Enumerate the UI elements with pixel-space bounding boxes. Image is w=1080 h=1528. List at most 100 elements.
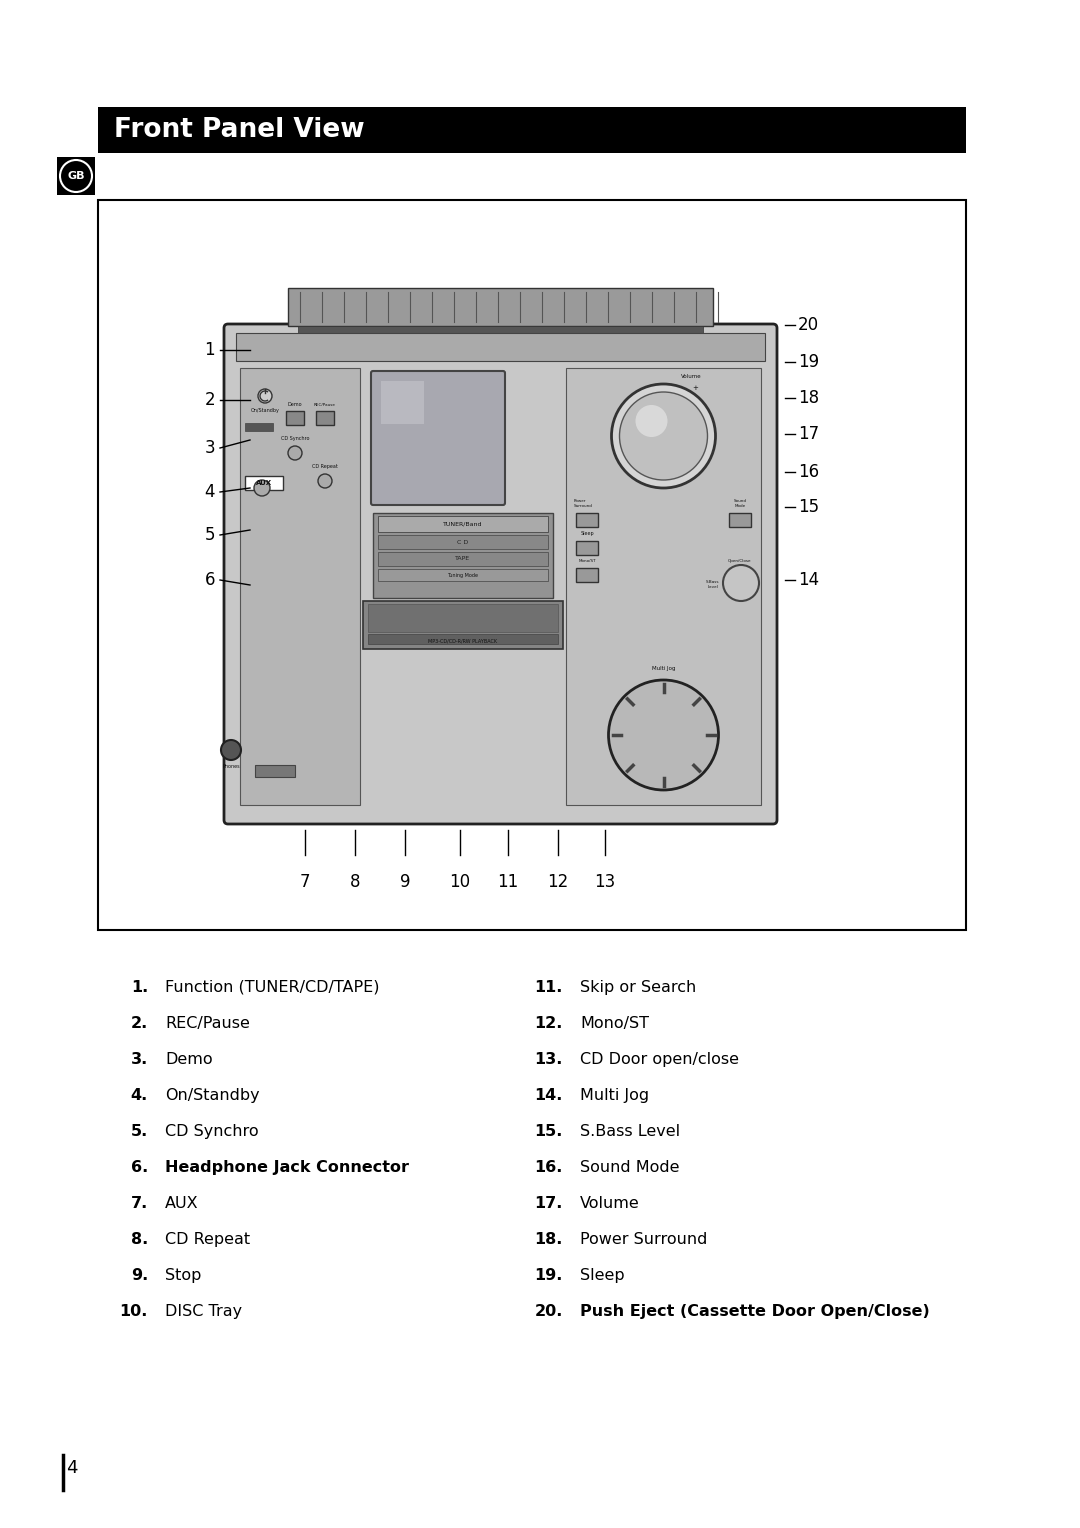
Text: Open/Close: Open/Close: [728, 559, 752, 562]
Text: Tuning Mode: Tuning Mode: [447, 573, 478, 578]
Text: Sound
Mode: Sound Mode: [733, 500, 746, 507]
Bar: [316, 411, 334, 425]
Circle shape: [288, 446, 302, 460]
Bar: [286, 411, 303, 425]
Bar: [729, 568, 751, 582]
Text: 7.: 7.: [131, 1196, 148, 1212]
Text: 15: 15: [798, 498, 819, 516]
Text: 20: 20: [798, 316, 819, 335]
Text: CD Synchro: CD Synchro: [165, 1125, 258, 1138]
Text: 3.: 3.: [131, 1051, 148, 1067]
Text: 14.: 14.: [535, 1088, 563, 1103]
Text: 13.: 13.: [535, 1051, 563, 1067]
Text: 4: 4: [66, 1459, 78, 1478]
Bar: [245, 477, 283, 490]
Text: REC/Pause: REC/Pause: [314, 403, 336, 406]
Text: Demo: Demo: [165, 1051, 213, 1067]
Circle shape: [258, 390, 272, 403]
Text: Multi Jog: Multi Jog: [651, 666, 675, 671]
Text: 16: 16: [798, 463, 819, 481]
Text: AUX: AUX: [165, 1196, 199, 1212]
Text: Front Panel View: Front Panel View: [114, 118, 365, 144]
Text: S.Bass
Level: S.Bass Level: [706, 581, 719, 588]
Text: CD Synchro: CD Synchro: [281, 435, 309, 442]
Text: 5.: 5.: [131, 1125, 148, 1138]
Bar: [381, 380, 424, 423]
FancyBboxPatch shape: [224, 324, 777, 824]
Text: 9.: 9.: [131, 1268, 148, 1284]
Circle shape: [635, 405, 667, 437]
Text: Multi Jog: Multi Jog: [580, 1088, 649, 1103]
Circle shape: [221, 740, 241, 759]
Text: 4: 4: [204, 483, 215, 501]
Text: 17: 17: [798, 425, 819, 443]
Bar: [245, 423, 273, 431]
Text: 15.: 15.: [535, 1125, 563, 1138]
Text: Headphone Jack Connector: Headphone Jack Connector: [165, 1160, 409, 1175]
Text: TUNER/Band: TUNER/Band: [443, 521, 483, 527]
Text: 5: 5: [204, 526, 215, 544]
Text: Power
Surround: Power Surround: [573, 500, 593, 507]
Text: Sleep: Sleep: [580, 532, 594, 536]
Text: 11: 11: [498, 872, 518, 891]
Bar: [373, 513, 553, 597]
Text: CD Door open/close: CD Door open/close: [580, 1051, 739, 1067]
Text: Push Eject (Cassette Door Open/Close): Push Eject (Cassette Door Open/Close): [580, 1303, 930, 1319]
Text: Sleep: Sleep: [580, 1268, 624, 1284]
Bar: [98, 107, 966, 153]
Text: 20.: 20.: [535, 1303, 563, 1319]
Circle shape: [254, 480, 270, 497]
Bar: [368, 604, 558, 633]
Bar: [298, 325, 703, 335]
Text: Demo: Demo: [287, 402, 302, 406]
Bar: [378, 568, 548, 581]
Text: 10.: 10.: [120, 1303, 148, 1319]
Text: 6.: 6.: [131, 1160, 148, 1175]
Bar: [288, 287, 713, 325]
Bar: [240, 368, 360, 805]
Text: Function (TUNER/CD/TAPE): Function (TUNER/CD/TAPE): [165, 979, 379, 995]
Text: On/Standby: On/Standby: [165, 1088, 259, 1103]
FancyBboxPatch shape: [372, 371, 505, 504]
Bar: [368, 634, 558, 643]
Bar: [576, 513, 598, 527]
Text: 1: 1: [204, 341, 215, 359]
Circle shape: [608, 680, 718, 790]
Text: 7: 7: [300, 872, 310, 891]
Text: MP3-CD/CD-R/RW PLAYBACK: MP3-CD/CD-R/RW PLAYBACK: [429, 639, 498, 643]
Text: 18: 18: [798, 390, 819, 406]
Text: 12.: 12.: [535, 1016, 563, 1031]
Text: 11.: 11.: [535, 979, 563, 995]
Text: On/Standby: On/Standby: [251, 408, 280, 413]
Text: Phones: Phones: [222, 764, 240, 769]
Text: CD Repeat: CD Repeat: [312, 465, 338, 469]
Bar: [255, 766, 295, 778]
Text: 17.: 17.: [535, 1196, 563, 1212]
Text: 19: 19: [798, 353, 819, 371]
Text: Volume: Volume: [681, 374, 702, 379]
Text: 6: 6: [204, 571, 215, 588]
Text: Mono/ST: Mono/ST: [578, 559, 596, 562]
Bar: [98, 200, 966, 931]
Text: TAPE: TAPE: [456, 556, 471, 561]
Text: Skip or Search: Skip or Search: [580, 979, 697, 995]
Text: 9: 9: [400, 872, 410, 891]
Bar: [576, 541, 598, 555]
Text: 10: 10: [449, 872, 471, 891]
Text: 14: 14: [798, 571, 819, 588]
Text: 18.: 18.: [535, 1232, 563, 1247]
Text: 8: 8: [350, 872, 361, 891]
Text: 2.: 2.: [131, 1016, 148, 1031]
Bar: [378, 535, 548, 549]
Text: Power Surround: Power Surround: [580, 1232, 707, 1247]
Text: 19.: 19.: [535, 1268, 563, 1284]
Bar: [57, 157, 95, 196]
Text: 2: 2: [204, 391, 215, 410]
Circle shape: [611, 384, 715, 487]
Bar: [363, 601, 563, 649]
Text: Volume: Volume: [580, 1196, 639, 1212]
Text: CD Repeat: CD Repeat: [165, 1232, 251, 1247]
Text: DISC Tray: DISC Tray: [165, 1303, 242, 1319]
Bar: [576, 568, 598, 582]
Text: REC/Pause: REC/Pause: [165, 1016, 249, 1031]
